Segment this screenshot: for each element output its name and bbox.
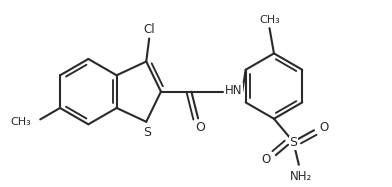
Text: O: O <box>261 153 271 166</box>
Text: S: S <box>143 126 151 139</box>
Text: O: O <box>195 121 205 134</box>
Text: Cl: Cl <box>143 23 155 36</box>
Text: CH₃: CH₃ <box>259 15 280 25</box>
Text: O: O <box>319 121 328 134</box>
Text: NH₂: NH₂ <box>290 170 312 183</box>
Text: HN: HN <box>225 84 242 97</box>
Text: CH₃: CH₃ <box>10 117 31 127</box>
Text: S: S <box>289 136 297 149</box>
